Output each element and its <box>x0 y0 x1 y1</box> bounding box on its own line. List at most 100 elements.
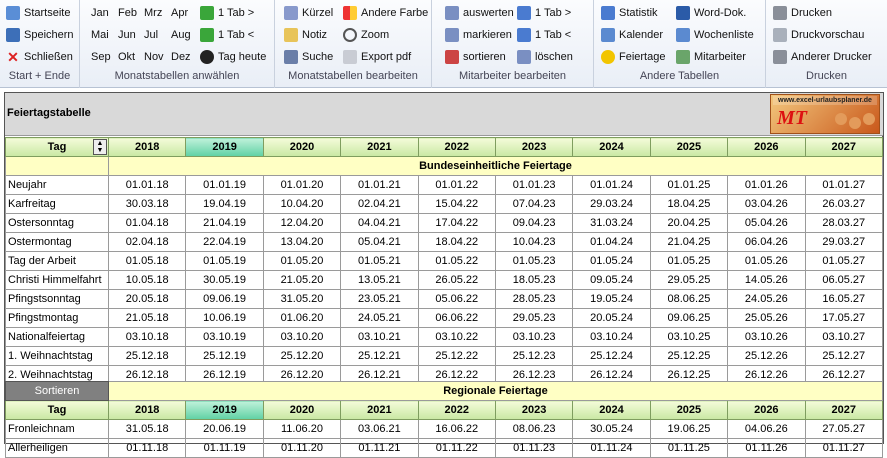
holiday-date[interactable]: 01.11.26 <box>727 438 806 458</box>
holiday-date[interactable]: 30.03.18 <box>107 194 187 214</box>
holiday-date[interactable]: 09.05.24 <box>572 270 651 290</box>
holiday-date[interactable]: 25.12.21 <box>340 346 419 366</box>
holiday-date[interactable]: 21.04.19 <box>185 213 264 233</box>
holiday-name[interactable]: Ostersonntag <box>5 213 109 233</box>
holiday-date[interactable]: 25.05.26 <box>727 308 806 328</box>
holiday-date[interactable]: 29.05.25 <box>649 270 729 290</box>
holiday-date[interactable]: 01.04.24 <box>572 232 651 252</box>
holiday-date[interactable]: 28.03.27 <box>804 213 884 233</box>
holiday-date[interactable]: 01.06.20 <box>262 308 342 328</box>
month-dez[interactable]: Dez <box>171 51 191 63</box>
wochenliste-button[interactable]: Wochenliste <box>676 25 754 45</box>
holiday-date[interactable]: 01.01.24 <box>572 175 651 195</box>
kalender-button[interactable]: Kalender <box>601 25 663 45</box>
kuerzel-button[interactable]: Kürzel <box>284 3 333 23</box>
holiday-date[interactable]: 20.04.25 <box>649 213 729 233</box>
holiday-date[interactable]: 18.05.23 <box>494 270 574 290</box>
year-header-2026[interactable]: 2026 <box>727 137 806 157</box>
holiday-date[interactable]: 26.05.22 <box>417 270 496 290</box>
suche-button[interactable]: Suche <box>284 47 333 67</box>
holiday-date[interactable]: 26.03.27 <box>804 194 884 214</box>
holiday-date[interactable]: 09.06.25 <box>649 308 729 328</box>
chevron-down-icon[interactable]: ▼ <box>96 147 104 154</box>
holiday-date[interactable]: 01.05.21 <box>340 251 419 271</box>
holiday-date[interactable]: 01.11.20 <box>262 438 342 458</box>
holiday-date[interactable]: 03.10.19 <box>185 327 264 347</box>
holiday-date[interactable]: 03.06.21 <box>340 419 419 439</box>
holiday-date[interactable]: 25.12.27 <box>804 346 884 366</box>
holiday-date[interactable]: 30.05.19 <box>185 270 264 290</box>
holiday-date[interactable]: 15.04.22 <box>417 194 496 214</box>
holiday-date[interactable]: 24.05.21 <box>340 308 419 328</box>
holiday-date[interactable]: 13.04.20 <box>262 232 342 252</box>
holiday-date[interactable]: 28.05.23 <box>494 289 574 309</box>
month-jul[interactable]: Jul <box>144 29 159 41</box>
anderer-drucker-button[interactable]: Anderer Drucker <box>773 47 872 67</box>
holiday-date[interactable]: 01.11.23 <box>494 438 574 458</box>
holiday-date[interactable]: 17.05.27 <box>804 308 884 328</box>
holiday-date[interactable]: 16.06.22 <box>417 419 496 439</box>
schliessen-button[interactable]: ✕ Schließen <box>6 47 73 67</box>
holiday-date[interactable]: 01.05.22 <box>417 251 496 271</box>
month-feb[interactable]: Feb <box>118 7 137 19</box>
holiday-date[interactable]: 23.05.21 <box>340 289 419 309</box>
holiday-date[interactable]: 09.06.19 <box>185 289 264 309</box>
holiday-date[interactable]: 02.04.18 <box>107 232 187 252</box>
holiday-date[interactable]: 20.05.18 <box>107 289 187 309</box>
holiday-date[interactable]: 08.06.23 <box>494 419 574 439</box>
holiday-date[interactable]: 19.06.25 <box>649 419 729 439</box>
notiz-button[interactable]: Notiz <box>284 25 327 45</box>
holiday-date[interactable]: 01.05.19 <box>185 251 264 271</box>
holiday-date[interactable]: 12.04.20 <box>262 213 342 233</box>
holiday-date[interactable]: 24.05.26 <box>727 289 806 309</box>
holiday-date[interactable]: 03.10.21 <box>340 327 419 347</box>
holiday-date[interactable]: 03.10.18 <box>107 327 187 347</box>
holiday-date[interactable]: 01.01.19 <box>185 175 264 195</box>
holiday-name[interactable]: Tag der Arbeit <box>5 251 109 271</box>
year-header-2025[interactable]: 2025 <box>649 137 729 157</box>
startseite-button[interactable]: Startseite <box>6 3 70 23</box>
holiday-date[interactable]: 01.01.20 <box>262 175 342 195</box>
year-header-2023[interactable]: 2023 <box>494 137 574 157</box>
druckvorschau-button[interactable]: Druckvorschau <box>773 25 864 45</box>
year-header-2024[interactable]: 2024 <box>572 137 651 157</box>
holiday-date[interactable]: 01.05.23 <box>494 251 574 271</box>
holiday-name[interactable]: Pfingstsonntag <box>5 289 109 309</box>
year-header-2021[interactable]: 2021 <box>340 137 419 157</box>
holiday-date[interactable]: 05.06.22 <box>417 289 496 309</box>
holiday-date[interactable]: 13.05.21 <box>340 270 419 290</box>
holiday-date[interactable]: 30.05.24 <box>572 419 651 439</box>
holiday-date[interactable]: 03.10.23 <box>494 327 574 347</box>
holiday-date[interactable]: 03.10.24 <box>572 327 651 347</box>
tab-next-button[interactable]: 1 Tab > <box>200 3 254 23</box>
holiday-date[interactable]: 06.06.22 <box>417 308 496 328</box>
year-header-2021[interactable]: 2021 <box>340 400 419 420</box>
mitarb-tab-prev-button[interactable]: 1 Tab < <box>517 25 571 45</box>
month-jun[interactable]: Jun <box>118 29 136 41</box>
holiday-date[interactable]: 14.05.26 <box>727 270 806 290</box>
drucken-button[interactable]: Drucken <box>773 3 832 23</box>
holiday-date[interactable]: 04.04.21 <box>340 213 419 233</box>
year-header-2020[interactable]: 2020 <box>262 400 342 420</box>
holiday-date[interactable]: 21.04.25 <box>649 232 729 252</box>
auswerten-button[interactable]: auswerten <box>445 3 514 23</box>
holiday-date[interactable]: 01.05.27 <box>804 251 884 271</box>
holiday-date[interactable]: 01.11.22 <box>417 438 496 458</box>
markieren-button[interactable]: markieren <box>445 25 512 45</box>
holiday-date[interactable]: 25.12.25 <box>649 346 729 366</box>
holiday-date[interactable]: 19.04.19 <box>185 194 264 214</box>
holiday-date[interactable]: 18.04.22 <box>417 232 496 252</box>
holiday-date[interactable]: 31.03.24 <box>572 213 651 233</box>
export-pdf-button[interactable]: Export pdf <box>343 47 411 67</box>
month-nov[interactable]: Nov <box>144 51 164 63</box>
holiday-name[interactable]: Allerheiligen <box>5 438 109 458</box>
holiday-date[interactable]: 26.12.26 <box>727 365 806 385</box>
speichern-button[interactable]: Speichern <box>6 25 74 45</box>
holiday-name[interactable]: Pfingstmontag <box>5 308 109 328</box>
year-header-2027[interactable]: 2027 <box>804 137 884 157</box>
holiday-date[interactable]: 10.04.20 <box>262 194 342 214</box>
holiday-date[interactable]: 18.04.25 <box>649 194 729 214</box>
year-header-2018[interactable]: 2018 <box>107 400 187 420</box>
statistik-button[interactable]: Statistik <box>601 3 658 23</box>
mitarbeiter-button[interactable]: Mitarbeiter <box>676 47 746 67</box>
